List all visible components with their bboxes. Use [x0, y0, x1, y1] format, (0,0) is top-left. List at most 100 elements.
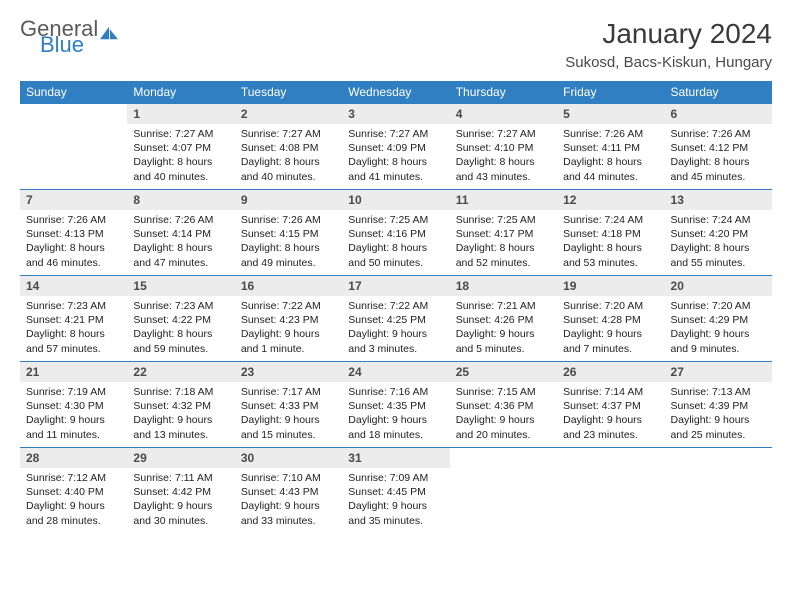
day-number: 23 [235, 362, 342, 382]
day-line: Sunset: 4:28 PM [563, 313, 658, 327]
day-line: Sunset: 4:45 PM [348, 485, 443, 499]
day-number: 15 [127, 276, 234, 296]
day-line: Daylight: 9 hours [26, 499, 121, 513]
day-line: Daylight: 8 hours [563, 241, 658, 255]
day-line: Daylight: 8 hours [671, 155, 766, 169]
weekday-header: Sunday [20, 81, 127, 104]
weekday-header: Tuesday [235, 81, 342, 104]
day-line: Daylight: 8 hours [241, 241, 336, 255]
day-line: and 7 minutes. [563, 342, 658, 356]
day-line: Daylight: 8 hours [671, 241, 766, 255]
day-line: and 15 minutes. [241, 428, 336, 442]
calendar-day: 19Sunrise: 7:20 AMSunset: 4:28 PMDayligh… [557, 276, 664, 362]
day-line: Sunset: 4:22 PM [133, 313, 228, 327]
day-line: Sunset: 4:33 PM [241, 399, 336, 413]
calendar-week: 28Sunrise: 7:12 AMSunset: 4:40 PMDayligh… [20, 448, 772, 534]
day-line: and 49 minutes. [241, 256, 336, 270]
title-block: January 2024 Sukosd, Bacs-Kiskun, Hungar… [565, 18, 772, 71]
day-line: Sunset: 4:08 PM [241, 141, 336, 155]
month-title: January 2024 [565, 18, 772, 50]
day-line: Sunset: 4:12 PM [671, 141, 766, 155]
day-line: Sunrise: 7:20 AM [563, 299, 658, 313]
day-number: 29 [127, 448, 234, 468]
weekday-header: Wednesday [342, 81, 449, 104]
day-number: 1 [127, 104, 234, 124]
day-line: and 20 minutes. [456, 428, 551, 442]
calendar-week: 14Sunrise: 7:23 AMSunset: 4:21 PMDayligh… [20, 276, 772, 362]
calendar-day [20, 104, 127, 190]
calendar-day: 25Sunrise: 7:15 AMSunset: 4:36 PMDayligh… [450, 362, 557, 448]
day-line: Daylight: 8 hours [456, 241, 551, 255]
day-number [665, 448, 772, 468]
day-content: Sunrise: 7:09 AMSunset: 4:45 PMDaylight:… [342, 468, 449, 531]
day-line: and 9 minutes. [671, 342, 766, 356]
day-content: Sunrise: 7:26 AMSunset: 4:15 PMDaylight:… [235, 210, 342, 273]
day-line: Daylight: 8 hours [563, 155, 658, 169]
day-line: Sunset: 4:43 PM [241, 485, 336, 499]
day-line: Sunset: 4:26 PM [456, 313, 551, 327]
day-number: 10 [342, 190, 449, 210]
day-line: Sunset: 4:39 PM [671, 399, 766, 413]
day-line: and 33 minutes. [241, 514, 336, 528]
day-number [20, 104, 127, 124]
calendar-day: 6Sunrise: 7:26 AMSunset: 4:12 PMDaylight… [665, 104, 772, 190]
day-line: Sunset: 4:32 PM [133, 399, 228, 413]
day-line: Daylight: 9 hours [671, 413, 766, 427]
day-line: Daylight: 8 hours [26, 327, 121, 341]
day-content: Sunrise: 7:27 AMSunset: 4:07 PMDaylight:… [127, 124, 234, 187]
day-content: Sunrise: 7:23 AMSunset: 4:22 PMDaylight:… [127, 296, 234, 359]
day-content [665, 468, 772, 474]
day-content: Sunrise: 7:25 AMSunset: 4:17 PMDaylight:… [450, 210, 557, 273]
day-line: Sunset: 4:07 PM [133, 141, 228, 155]
calendar-table: Sunday Monday Tuesday Wednesday Thursday… [20, 81, 772, 534]
day-line: Sunrise: 7:12 AM [26, 471, 121, 485]
day-line: Sunrise: 7:15 AM [456, 385, 551, 399]
day-line: Sunset: 4:35 PM [348, 399, 443, 413]
day-line: Daylight: 8 hours [348, 155, 443, 169]
day-line: Daylight: 9 hours [348, 327, 443, 341]
day-line: Daylight: 9 hours [26, 413, 121, 427]
calendar-day: 10Sunrise: 7:25 AMSunset: 4:16 PMDayligh… [342, 190, 449, 276]
calendar-day: 4Sunrise: 7:27 AMSunset: 4:10 PMDaylight… [450, 104, 557, 190]
day-line: and 1 minute. [241, 342, 336, 356]
day-line: Sunset: 4:25 PM [348, 313, 443, 327]
day-line: Sunset: 4:21 PM [26, 313, 121, 327]
day-line: and 28 minutes. [26, 514, 121, 528]
day-line: and 44 minutes. [563, 170, 658, 184]
day-line: and 5 minutes. [456, 342, 551, 356]
day-content: Sunrise: 7:15 AMSunset: 4:36 PMDaylight:… [450, 382, 557, 445]
calendar-day: 14Sunrise: 7:23 AMSunset: 4:21 PMDayligh… [20, 276, 127, 362]
day-line: and 53 minutes. [563, 256, 658, 270]
calendar-day: 15Sunrise: 7:23 AMSunset: 4:22 PMDayligh… [127, 276, 234, 362]
day-content: Sunrise: 7:12 AMSunset: 4:40 PMDaylight:… [20, 468, 127, 531]
day-line: Sunrise: 7:24 AM [671, 213, 766, 227]
day-line: Sunset: 4:09 PM [348, 141, 443, 155]
day-content: Sunrise: 7:21 AMSunset: 4:26 PMDaylight:… [450, 296, 557, 359]
day-number: 19 [557, 276, 664, 296]
day-number: 8 [127, 190, 234, 210]
day-line: and 25 minutes. [671, 428, 766, 442]
day-number: 4 [450, 104, 557, 124]
day-content: Sunrise: 7:22 AMSunset: 4:23 PMDaylight:… [235, 296, 342, 359]
day-line: Sunset: 4:30 PM [26, 399, 121, 413]
day-number: 6 [665, 104, 772, 124]
day-line: and 11 minutes. [26, 428, 121, 442]
day-number [450, 448, 557, 468]
day-line: Sunrise: 7:23 AM [26, 299, 121, 313]
day-line: and 47 minutes. [133, 256, 228, 270]
day-line: Daylight: 8 hours [133, 327, 228, 341]
calendar-day: 24Sunrise: 7:16 AMSunset: 4:35 PMDayligh… [342, 362, 449, 448]
day-line: Sunrise: 7:25 AM [348, 213, 443, 227]
calendar-day: 27Sunrise: 7:13 AMSunset: 4:39 PMDayligh… [665, 362, 772, 448]
day-line: Sunrise: 7:17 AM [241, 385, 336, 399]
day-number [557, 448, 664, 468]
day-line: and 41 minutes. [348, 170, 443, 184]
day-content: Sunrise: 7:26 AMSunset: 4:13 PMDaylight:… [20, 210, 127, 273]
day-content: Sunrise: 7:25 AMSunset: 4:16 PMDaylight:… [342, 210, 449, 273]
day-line: Daylight: 9 hours [348, 499, 443, 513]
calendar-day: 7Sunrise: 7:26 AMSunset: 4:13 PMDaylight… [20, 190, 127, 276]
day-content: Sunrise: 7:26 AMSunset: 4:12 PMDaylight:… [665, 124, 772, 187]
day-line: Daylight: 8 hours [133, 241, 228, 255]
day-line: Daylight: 9 hours [241, 327, 336, 341]
calendar-day: 16Sunrise: 7:22 AMSunset: 4:23 PMDayligh… [235, 276, 342, 362]
